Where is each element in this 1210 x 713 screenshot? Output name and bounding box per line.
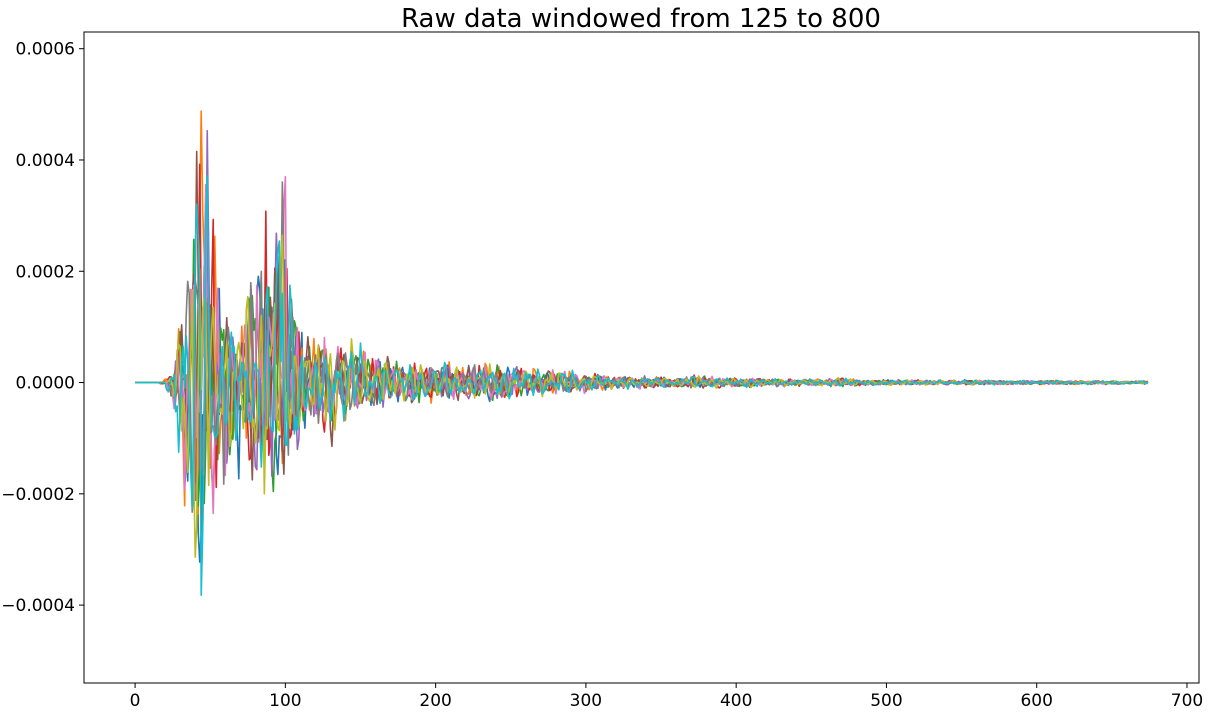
y-tick-label: 0.0004 <box>16 151 75 171</box>
series-line <box>135 175 1148 596</box>
y-axis: −0.0004 −0.0002 0.0000 0.0002 0.0004 0.0006 <box>1 40 84 616</box>
x-axis: 0 100 200 300 400 500 600 700 <box>130 683 1203 711</box>
series-line <box>135 234 1149 558</box>
chart-title: Raw data windowed from 125 to 800 <box>401 4 881 34</box>
x-tick-label: 700 <box>1171 691 1203 711</box>
x-tick-label: 200 <box>419 691 451 711</box>
y-tick-label: 0.0006 <box>16 40 75 60</box>
x-tick-label: 100 <box>269 691 301 711</box>
y-tick-label: −0.0004 <box>1 596 75 616</box>
x-tick-label: 400 <box>720 691 752 711</box>
series-layer <box>135 110 1149 596</box>
x-tick-label: 500 <box>870 691 902 711</box>
y-tick-label: 0.0000 <box>16 374 75 394</box>
y-tick-label: −0.0002 <box>1 485 75 505</box>
y-tick-label: 0.0002 <box>16 262 75 282</box>
plot-area-frame <box>83 31 1200 684</box>
x-tick-label: 0 <box>130 691 141 711</box>
series-line <box>135 175 1148 515</box>
x-tick-label: 300 <box>570 691 602 711</box>
x-tick-label: 600 <box>1020 691 1052 711</box>
